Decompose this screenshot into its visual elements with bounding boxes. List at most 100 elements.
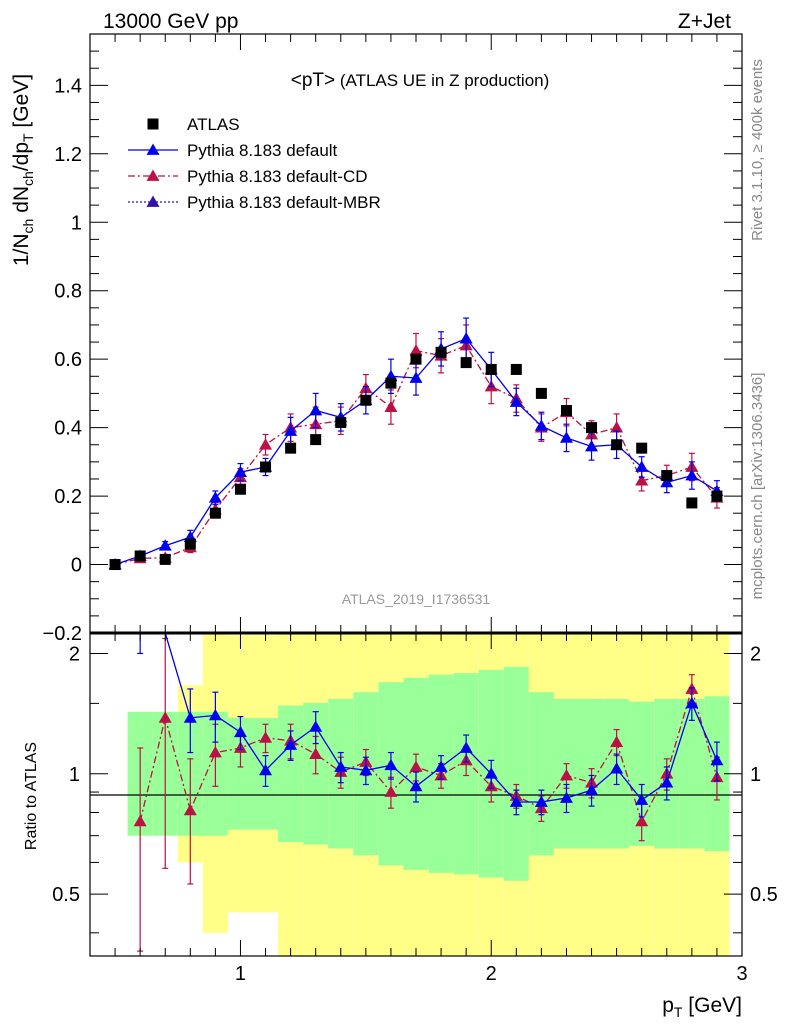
- ratio-data-point: [635, 814, 649, 827]
- atlas-data-point: [310, 434, 322, 446]
- ratio-data-point: [559, 791, 573, 803]
- main-ytick-label-clipped: −0.2: [43, 623, 82, 645]
- ratio-line: [139, 686, 718, 824]
- legend-entry: ATLAS: [147, 115, 240, 134]
- main-ytick-label: 1: [71, 212, 82, 234]
- ratio-data-point: [685, 696, 699, 709]
- legend-label: Pythia 8.183 default: [187, 141, 338, 160]
- ratio-band-inner: [503, 666, 529, 881]
- ratio-data-point: [484, 767, 498, 779]
- watermark: ATLAS_2019_I1736531: [342, 591, 491, 607]
- mc-data-point: [259, 438, 273, 450]
- ratio-data-point: [233, 725, 247, 738]
- xtick-label: 3: [736, 963, 747, 985]
- atlas-data-point: [335, 416, 347, 428]
- atlas-data-point: [686, 497, 698, 509]
- legend-entry: Pythia 8.183 default: [128, 141, 338, 160]
- atlas-data-point: [435, 346, 447, 358]
- legend-entry: Pythia 8.183 default-CD: [128, 167, 368, 186]
- ratio-data-point: [183, 803, 197, 816]
- ratio-data-point: [208, 708, 222, 721]
- header-process: Z+Jet: [678, 10, 731, 33]
- legend-label: Pythia 8.183 default-MBR: [187, 193, 381, 212]
- mc-data-point: [610, 421, 624, 433]
- ratio-panel: 1 2 3 0.5 0.5 1 1 2 2: [52, 631, 778, 985]
- atlas-data-point: [134, 550, 146, 562]
- mc-data-point: [158, 539, 172, 551]
- legend-marker: [146, 143, 160, 155]
- ratio-ytick-label-left: 0.5: [52, 884, 80, 906]
- plot-title-main: <pT>: [291, 70, 335, 91]
- mc-data-point: [585, 439, 599, 452]
- mc-data-point: [233, 465, 247, 478]
- ratio-data-point: [309, 720, 323, 732]
- mc-data-point: [284, 424, 298, 436]
- atlas-data-point: [260, 461, 272, 473]
- ratio-ylabel: Ratio to ATLAS: [23, 742, 40, 850]
- ratio-data-point: [434, 760, 448, 772]
- ratio-data-point: [459, 741, 473, 753]
- atlas-data-point: [711, 490, 723, 502]
- ratio-data-point: [559, 769, 573, 781]
- main-ytick-label: 0.6: [54, 349, 82, 371]
- atlas-data-point: [586, 422, 598, 434]
- ratio-ytick-label-left: 2: [69, 643, 80, 665]
- atlas-data-point: [234, 483, 246, 495]
- ratio-ytick-label-right: 2: [750, 643, 761, 665]
- ratio-line: [140, 632, 718, 803]
- atlas-data-point: [385, 377, 397, 389]
- atlas-data-point: [510, 363, 522, 375]
- ratio-data-point: [509, 795, 523, 807]
- plot-title-sub: (ATLAS UE in Z production): [335, 71, 549, 90]
- mc-data-point: [635, 460, 649, 472]
- xtick-label: 1: [235, 963, 246, 985]
- mc-data-point: [509, 395, 523, 407]
- header-energy: 13000 GeV pp: [103, 10, 238, 33]
- main-ytick-label: 0.4: [54, 418, 82, 440]
- atlas-data-point: [209, 507, 221, 519]
- legend-label: Pythia 8.183 default-CD: [187, 167, 368, 186]
- legend-marker: [147, 118, 159, 130]
- legend-marker: [146, 195, 160, 207]
- atlas-data-point: [410, 353, 422, 365]
- ratio-data-point: [309, 747, 323, 759]
- ratio-data-point: [710, 753, 724, 766]
- mc-data-point: [409, 371, 423, 383]
- main-ylabel: 1/Nch dNch/dpT [GeV]: [10, 74, 36, 266]
- legend-marker: [146, 169, 160, 181]
- atlas-data-point: [535, 387, 547, 399]
- mc-data-point: [534, 419, 548, 431]
- rivet-label: Rivet 3.1.10, ≥ 400k events: [749, 59, 766, 241]
- legend-label: ATLAS: [187, 115, 240, 134]
- ratio-data-point: [259, 763, 273, 776]
- atlas-data-point: [636, 442, 648, 454]
- atlas-data-point: [159, 553, 171, 565]
- ratio-data-point: [359, 763, 373, 776]
- ratio-data-point: [534, 795, 548, 807]
- ratio-data-point: [660, 776, 674, 788]
- atlas-data-point: [661, 470, 673, 482]
- ratio-data-point: [208, 746, 222, 758]
- ratio-data-point: [610, 735, 624, 747]
- mc-data-point: [208, 491, 222, 503]
- ratio-data-point: [384, 785, 398, 797]
- ratio-ytick-label-right: 0.5: [750, 884, 778, 906]
- atlas-data-point: [485, 363, 497, 375]
- ratio-ytick-label-left: 1: [69, 764, 80, 786]
- mc-data-point: [459, 332, 473, 344]
- ratio-data-point: [610, 762, 624, 774]
- atlas-data-point: [109, 559, 121, 571]
- mc-data-point: [409, 344, 423, 356]
- atlas-data-point: [184, 538, 196, 550]
- xtick-label: 2: [486, 963, 497, 985]
- atlas-data-point: [560, 405, 572, 417]
- main-ytick-label: 0.2: [54, 486, 82, 508]
- ratio-data-point: [384, 758, 398, 771]
- ratio-data-point: [259, 731, 273, 743]
- ratio-data-point: [133, 814, 147, 827]
- main-ytick-label: 0.8: [54, 281, 82, 303]
- plot-title: <pT> (ATLAS UE in Z production): [291, 70, 550, 91]
- ratio-data-point: [284, 738, 298, 750]
- ratio-band-inner: [528, 692, 554, 856]
- mc-data-point: [635, 474, 649, 486]
